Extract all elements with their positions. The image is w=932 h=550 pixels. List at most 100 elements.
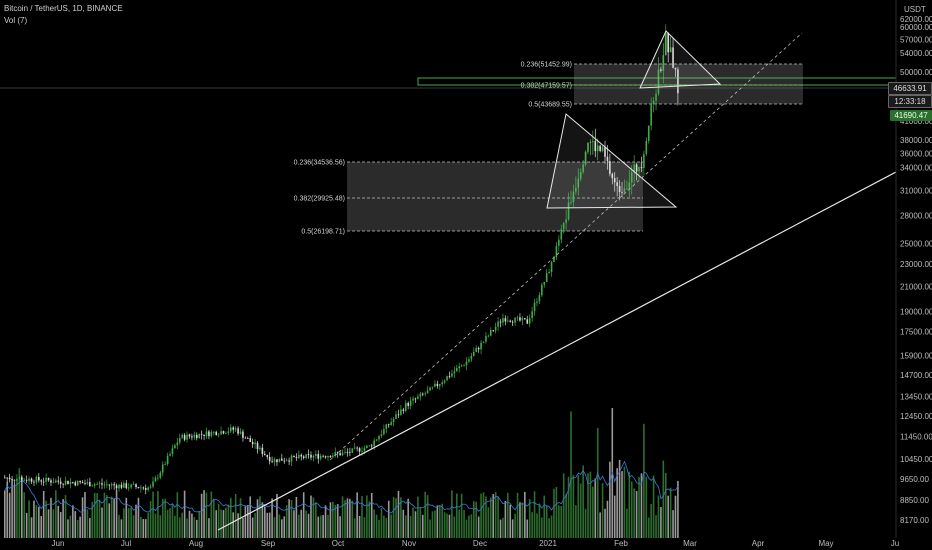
volume-bar xyxy=(584,508,587,538)
candle-body xyxy=(4,477,6,479)
volume-bar xyxy=(244,506,247,538)
volume-bar xyxy=(125,497,128,538)
volume-bar xyxy=(419,507,422,538)
candle-body xyxy=(524,318,526,320)
price-tick-label: 54000.00 xyxy=(900,49,932,58)
volume-bar xyxy=(159,515,162,538)
fib-upper-box xyxy=(574,64,803,104)
volume-bar xyxy=(298,514,300,538)
candle-body xyxy=(419,393,422,397)
candle-body xyxy=(42,481,45,483)
candle-body xyxy=(171,448,174,455)
volume-bar xyxy=(429,519,431,538)
candle-body xyxy=(594,141,597,152)
time-tick-label: Jun xyxy=(52,539,65,548)
volume-bar xyxy=(174,515,176,538)
symbol-title[interactable]: Bitcoin / TetherUS, 1D, BINANCE xyxy=(4,4,123,13)
volume-bar xyxy=(18,468,21,538)
support-trend-line xyxy=(217,171,897,531)
candle-body xyxy=(118,484,120,489)
candle-body xyxy=(385,424,388,429)
volume-bar xyxy=(562,473,565,538)
volume-bar xyxy=(528,499,531,538)
candle-body xyxy=(550,262,553,273)
candle-body xyxy=(186,434,188,440)
volume-bar xyxy=(23,492,26,538)
candle-body xyxy=(645,140,648,155)
price-tick-label: 50000.00 xyxy=(900,68,932,77)
candle-body xyxy=(336,452,339,454)
volume-bar xyxy=(553,488,555,538)
volume-bar xyxy=(93,492,96,538)
volume-bar xyxy=(565,493,567,538)
volume-bar xyxy=(507,492,509,538)
volume-bar xyxy=(132,515,135,538)
time-tick-label: May xyxy=(818,539,833,548)
volume-bar xyxy=(652,475,655,538)
volume-bar xyxy=(460,493,463,538)
candle-body xyxy=(463,365,465,367)
candle-body xyxy=(249,438,252,442)
volume-bar xyxy=(120,519,123,538)
volume-bar xyxy=(329,502,332,538)
triangle-pattern-upper xyxy=(639,30,722,89)
candle-body xyxy=(407,402,409,406)
volume-bar xyxy=(509,504,512,538)
triangle-pattern-lower xyxy=(546,113,678,209)
price-tick-label: 21000.00 xyxy=(900,283,932,292)
volume-bar xyxy=(441,503,443,538)
candle-body xyxy=(553,257,555,263)
volume-bar xyxy=(409,515,412,538)
candle-body xyxy=(84,483,86,484)
volume-bar xyxy=(28,500,30,538)
volume-bar xyxy=(407,498,409,538)
volume-bar xyxy=(383,515,385,538)
volume-bar xyxy=(50,497,52,538)
volume-bar xyxy=(341,496,344,538)
candle-body xyxy=(322,455,324,457)
candle-body xyxy=(203,434,205,436)
volume-bar xyxy=(606,500,609,538)
dashed-trend-line xyxy=(329,32,803,461)
volume-bar xyxy=(293,510,295,538)
price-tick-label: 12450.00 xyxy=(900,412,932,421)
price-tick-label: 17500.00 xyxy=(900,328,932,337)
volume-bar xyxy=(186,518,188,538)
candle-body xyxy=(409,400,412,406)
volume-bar xyxy=(276,493,278,538)
candle-body xyxy=(57,480,60,482)
candle-body xyxy=(366,445,368,449)
volume-bar xyxy=(42,490,45,538)
volume-bar xyxy=(674,495,677,538)
candle-body xyxy=(660,69,662,71)
volume-bar xyxy=(67,519,69,538)
volume-bar xyxy=(395,498,397,538)
candle-body xyxy=(8,477,11,480)
volume-bar xyxy=(609,461,611,538)
volume-bar xyxy=(64,495,67,538)
volume-bar xyxy=(113,498,115,538)
price-tick-label: 41000.00 xyxy=(900,117,932,126)
volume-bar xyxy=(273,517,276,538)
candle-body xyxy=(266,455,269,457)
candle-body xyxy=(21,477,23,481)
volume-bar xyxy=(526,519,529,538)
price-tick-label: 28000.00 xyxy=(900,211,932,220)
price-tick-label: 31000.00 xyxy=(900,186,932,195)
candle-body xyxy=(378,436,380,440)
volume-indicator-label[interactable]: Vol (7) xyxy=(4,16,28,25)
time-tick-label: Sep xyxy=(261,539,276,548)
candle-body xyxy=(276,459,278,463)
candle-body xyxy=(504,318,507,322)
volume-bar xyxy=(118,514,120,538)
candle-body xyxy=(47,477,50,481)
time-axis: Jun Jul Aug Sep Oct Nov Dec 2021 Feb Mar Apr May Ju xyxy=(52,539,900,548)
volume-bar xyxy=(414,511,417,538)
volume-bar xyxy=(191,513,193,538)
price-tick-label: 9650.00 xyxy=(900,475,929,484)
volume-bar xyxy=(57,505,60,538)
candle-body xyxy=(387,424,390,426)
candle-body xyxy=(412,398,414,401)
candle-body xyxy=(677,69,679,94)
